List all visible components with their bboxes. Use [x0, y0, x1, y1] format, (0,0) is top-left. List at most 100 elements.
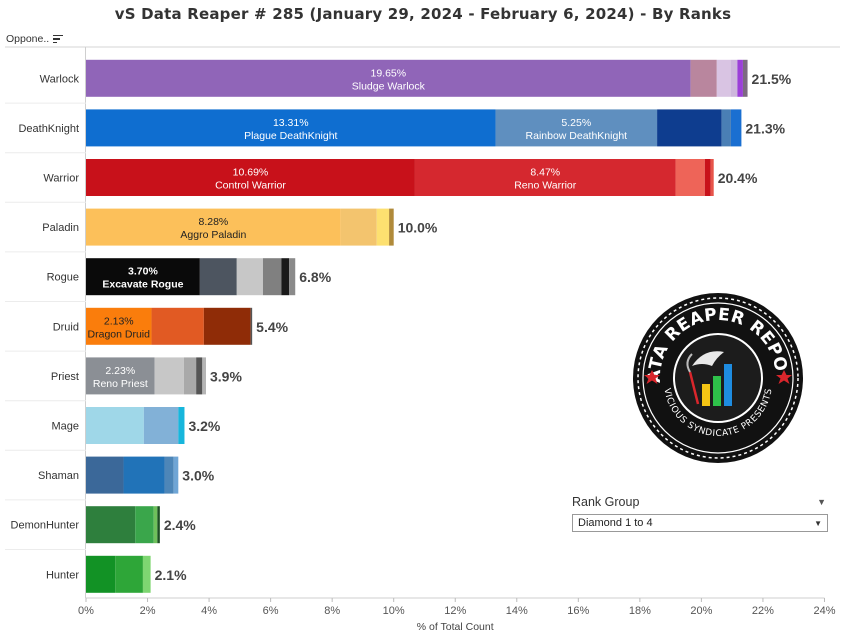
- bar-total-label: 10.0%: [398, 220, 438, 236]
- bar-segment[interactable]: [250, 307, 253, 345]
- bar-segment[interactable]: [495, 109, 658, 147]
- bar-total-label: 2.1%: [155, 567, 187, 583]
- bar-segment[interactable]: [742, 59, 748, 97]
- x-tick-label: 24%: [813, 605, 835, 617]
- bar-segment[interactable]: [164, 456, 174, 494]
- bar-segment[interactable]: [123, 456, 165, 494]
- bar-pct-label: 8.28%: [198, 216, 228, 228]
- bar-segment[interactable]: [153, 506, 158, 544]
- bar-segment[interactable]: [86, 159, 415, 196]
- row-label: Mage: [51, 421, 79, 433]
- row-label: Hunter: [46, 569, 79, 581]
- bar-archetype-label: Excavate Rogue: [102, 279, 183, 291]
- bar-segment[interactable]: [730, 59, 738, 97]
- row-label: Shaman: [38, 470, 79, 482]
- bar-segment[interactable]: [86, 456, 124, 494]
- x-tick-label: 18%: [629, 605, 651, 617]
- row-label: Paladin: [42, 222, 79, 234]
- bar-segment[interactable]: [690, 59, 717, 97]
- bar-segment[interactable]: [86, 307, 152, 345]
- bar-segment[interactable]: [196, 357, 203, 395]
- bar-pct-label: 10.69%: [233, 167, 269, 179]
- x-tick-label: 20%: [690, 605, 712, 617]
- bar-segment[interactable]: [199, 258, 237, 296]
- bar-segment[interactable]: [657, 109, 722, 147]
- bar-archetype-label: Control Warrior: [215, 180, 286, 192]
- rank-group-select[interactable]: Diamond 1 to 4 ▼: [572, 514, 828, 532]
- bar-segment[interactable]: [183, 357, 197, 395]
- bar-segment[interactable]: [721, 109, 731, 147]
- bar-segment[interactable]: [414, 159, 676, 196]
- x-tick-label: 12%: [444, 605, 466, 617]
- bar-pct-label: 13.31%: [273, 117, 309, 129]
- bar-segment[interactable]: [173, 456, 179, 494]
- row-label: Priest: [51, 371, 79, 383]
- bar-segment[interactable]: [737, 59, 743, 97]
- bar-segment[interactable]: [86, 59, 691, 97]
- bar-segment[interactable]: [86, 555, 116, 593]
- bar-segment[interactable]: [178, 407, 185, 444]
- bar-archetype-label: Rainbow DeathKnight: [526, 130, 628, 142]
- x-tick-label: 8%: [324, 605, 340, 617]
- bar-total-label: 21.5%: [752, 71, 792, 87]
- data-reaper-report-logo: DATA REAPER REPORT VICIOUS SYNDICATE PRE…: [632, 292, 803, 463]
- bar-segment[interactable]: [236, 258, 263, 296]
- row-label: DeathKnight: [18, 123, 79, 135]
- rank-group-filter: Rank Group ▼ Diamond 1 to 4 ▼: [572, 495, 828, 532]
- bar-total-label: 20.4%: [718, 170, 758, 186]
- bar-archetype-label: Sludge Warlock: [352, 80, 426, 92]
- bar-pct-label: 3.70%: [128, 266, 158, 278]
- row-label: Rogue: [47, 272, 79, 284]
- bar-segment[interactable]: [675, 159, 705, 196]
- bar-segment[interactable]: [86, 109, 496, 147]
- bar-pct-label: 2.13%: [104, 315, 134, 327]
- bar-segment[interactable]: [716, 59, 731, 97]
- bar-segment[interactable]: [86, 407, 144, 444]
- bar-segment[interactable]: [151, 307, 204, 345]
- rank-group-value: Diamond 1 to 4: [578, 517, 653, 529]
- bar-archetype-label: Dragon Druid: [88, 328, 151, 340]
- bar-segment[interactable]: [730, 109, 742, 147]
- bar-segment[interactable]: [86, 506, 136, 544]
- bar-segment[interactable]: [202, 357, 207, 395]
- bar-pct-label: 19.65%: [371, 67, 407, 79]
- bar-pct-label: 2.23%: [105, 365, 135, 377]
- bar-segment[interactable]: [143, 407, 179, 444]
- x-tick-label: 0%: [78, 605, 94, 617]
- bar-pct-label: 8.47%: [530, 167, 560, 179]
- bar-segment[interactable]: [157, 506, 160, 544]
- bar-total-label: 2.4%: [164, 517, 196, 533]
- chevron-down-icon: ▼: [814, 518, 822, 528]
- bar-segment[interactable]: [154, 357, 184, 395]
- bar-segment[interactable]: [115, 555, 143, 593]
- filter-menu-icon[interactable]: ▼: [817, 497, 826, 507]
- bar-segment[interactable]: [262, 258, 282, 296]
- bar-total-label: 3.9%: [210, 368, 242, 384]
- bar-segment[interactable]: [86, 258, 200, 296]
- page-title: vS Data Reaper # 285 (January 29, 2024 -…: [114, 5, 732, 23]
- bar-segment[interactable]: [281, 258, 290, 296]
- bar-segment[interactable]: [389, 208, 394, 246]
- bar-segment[interactable]: [340, 208, 377, 246]
- bar-archetype-label: Reno Priest: [93, 378, 148, 390]
- rank-group-label: Rank Group: [572, 495, 640, 509]
- bar-archetype-label: Plague DeathKnight: [244, 130, 337, 142]
- bar-segment[interactable]: [86, 357, 155, 395]
- bar-segment[interactable]: [203, 307, 251, 345]
- bar-segment[interactable]: [135, 506, 154, 544]
- x-tick-label: 10%: [383, 605, 405, 617]
- bar-total-label: 5.4%: [256, 319, 288, 335]
- bar-segment[interactable]: [142, 555, 151, 593]
- row-label: Druid: [53, 321, 79, 333]
- bar-segment[interactable]: [289, 258, 296, 296]
- bar-segment[interactable]: [704, 159, 711, 196]
- opponent-column-header[interactable]: Oppone..: [6, 33, 64, 45]
- bar-total-label: 3.2%: [188, 418, 220, 434]
- bar-segment[interactable]: [710, 159, 714, 196]
- sort-icon[interactable]: [53, 34, 64, 44]
- bar-segment[interactable]: [86, 208, 341, 246]
- bar-segment[interactable]: [376, 208, 390, 246]
- bar-pct-label: 5.25%: [561, 117, 591, 129]
- x-tick-label: 4%: [201, 605, 217, 617]
